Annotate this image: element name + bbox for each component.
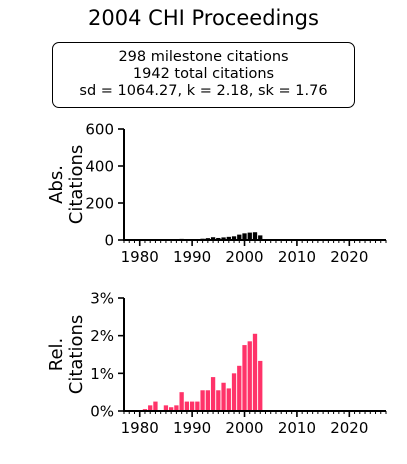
stats-line-moments: sd = 1064.27, k = 2.18, sk = 1.76 xyxy=(79,83,328,99)
abs-x-tick-label: 2010 xyxy=(278,248,316,266)
rel-bar xyxy=(189,401,195,411)
rel-bar xyxy=(231,373,237,411)
abs-y-tick-label: 400 xyxy=(85,158,114,176)
rel-bar xyxy=(221,382,226,411)
abs-y-axis-label-line: Abs. xyxy=(46,165,67,204)
rel-y-tick-label: 2% xyxy=(90,327,114,345)
rel-y-tick-label: 1% xyxy=(90,365,114,383)
abs-bar xyxy=(231,236,237,240)
abs-bar xyxy=(252,232,258,240)
rel-bar xyxy=(226,388,231,411)
rel-bar xyxy=(210,377,216,411)
rel-bar xyxy=(195,401,200,411)
rel-bar xyxy=(216,390,221,411)
rel-y-axis-label-line: Rel. xyxy=(46,338,67,372)
rel-bar xyxy=(205,390,210,411)
rel-x-tick-label: 1980 xyxy=(121,419,159,437)
rel-bar xyxy=(179,392,184,411)
rel-y-axis-label: Rel.Citations xyxy=(46,315,87,395)
abs-panel: 0 200 400 600 1980 1990 2000 2010 2020 Abs.Citati… xyxy=(46,121,387,266)
rel-bar xyxy=(153,401,158,411)
rel-bar xyxy=(247,341,252,411)
rel-bar xyxy=(148,405,153,411)
abs-y-tick-label: 0 xyxy=(104,232,114,250)
abs-y-axis-label-line: Citations xyxy=(66,145,87,225)
rel-bar xyxy=(242,345,247,411)
rel-bar xyxy=(237,365,242,411)
abs-bar xyxy=(242,233,247,240)
abs-x-tick-label: 1990 xyxy=(173,248,211,266)
rel-x-tick-label: 2000 xyxy=(225,419,263,437)
stats-box: 298 milestone citations 1942 total citat… xyxy=(52,42,355,108)
rel-x-tick-label: 1990 xyxy=(173,419,211,437)
abs-bar xyxy=(226,236,231,240)
chart-title: 2004 CHI Proceedings xyxy=(88,6,319,30)
rel-bar xyxy=(174,405,179,411)
abs-bar xyxy=(216,237,221,240)
rel-panel: 0% 1% 2% 3% 1980 1990 2000 2010 2020 Rel.Citation… xyxy=(46,290,387,437)
rel-bar xyxy=(200,390,205,411)
stats-line-milestone: 298 milestone citations xyxy=(118,49,289,65)
rel-y-axis-label-line: Citations xyxy=(66,315,87,395)
rel-bar xyxy=(252,333,258,411)
abs-x-tick-label: 2020 xyxy=(330,248,368,266)
rel-bar xyxy=(184,401,190,411)
rel-x-tick-label: 2010 xyxy=(278,419,316,437)
stats-line-total: 1942 total citations xyxy=(132,66,275,82)
rel-y-tick-label: 0% xyxy=(90,403,114,421)
abs-y-axis-label: Abs.Citations xyxy=(46,145,87,225)
abs-y-tick-label: 600 xyxy=(85,121,114,139)
abs-bar xyxy=(210,237,216,240)
rel-bar xyxy=(163,405,169,411)
abs-x-tick-label: 2000 xyxy=(225,248,263,266)
rel-x-tick-label: 2020 xyxy=(330,419,368,437)
rel-bar xyxy=(258,360,263,411)
abs-bar xyxy=(258,235,263,241)
abs-y-tick-label: 200 xyxy=(85,195,114,213)
abs-bar xyxy=(221,237,226,240)
rel-bar xyxy=(169,407,174,411)
rel-y-tick-label: 3% xyxy=(90,290,114,308)
abs-x-tick-label: 1980 xyxy=(121,248,159,266)
abs-bar xyxy=(237,234,242,240)
abs-bar xyxy=(247,232,252,240)
